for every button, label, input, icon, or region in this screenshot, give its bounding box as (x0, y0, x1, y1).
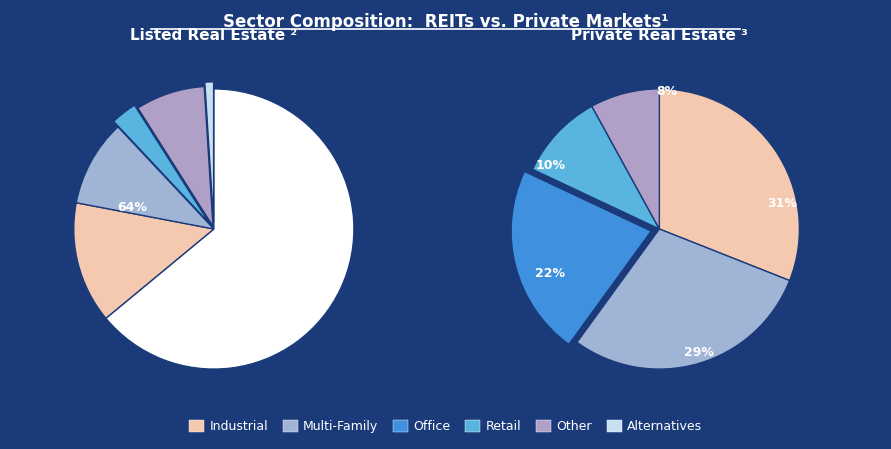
Text: 10%: 10% (535, 159, 565, 172)
Text: 8%: 8% (284, 295, 306, 308)
Text: Sector Composition:  REITs vs. Private Markets¹: Sector Composition: REITs vs. Private Ma… (223, 13, 668, 31)
Wedge shape (511, 172, 651, 344)
Text: 8%: 8% (656, 85, 677, 98)
Text: 64%: 64% (118, 202, 148, 215)
Wedge shape (205, 82, 214, 222)
Wedge shape (77, 127, 214, 229)
Wedge shape (74, 203, 214, 318)
Wedge shape (533, 106, 659, 229)
Legend: Industrial, Multi-Family, Office, Retail, Other, Alternatives: Industrial, Multi-Family, Office, Retail… (184, 415, 707, 438)
Wedge shape (592, 89, 659, 229)
Wedge shape (138, 87, 213, 226)
Text: 14%: 14% (216, 93, 246, 106)
Wedge shape (106, 89, 354, 369)
Wedge shape (114, 105, 209, 224)
Wedge shape (659, 89, 799, 281)
Text: 29%: 29% (683, 346, 714, 359)
Text: 3%: 3% (327, 220, 347, 233)
Title: Listed Real Estate ²: Listed Real Estate ² (130, 28, 298, 43)
Text: 1%: 1% (248, 346, 269, 359)
Title: Private Real Estate ³: Private Real Estate ³ (571, 28, 748, 43)
Text: 22%: 22% (535, 267, 565, 280)
Text: 10%: 10% (299, 155, 330, 168)
Text: 31%: 31% (768, 197, 797, 210)
Wedge shape (577, 229, 789, 369)
